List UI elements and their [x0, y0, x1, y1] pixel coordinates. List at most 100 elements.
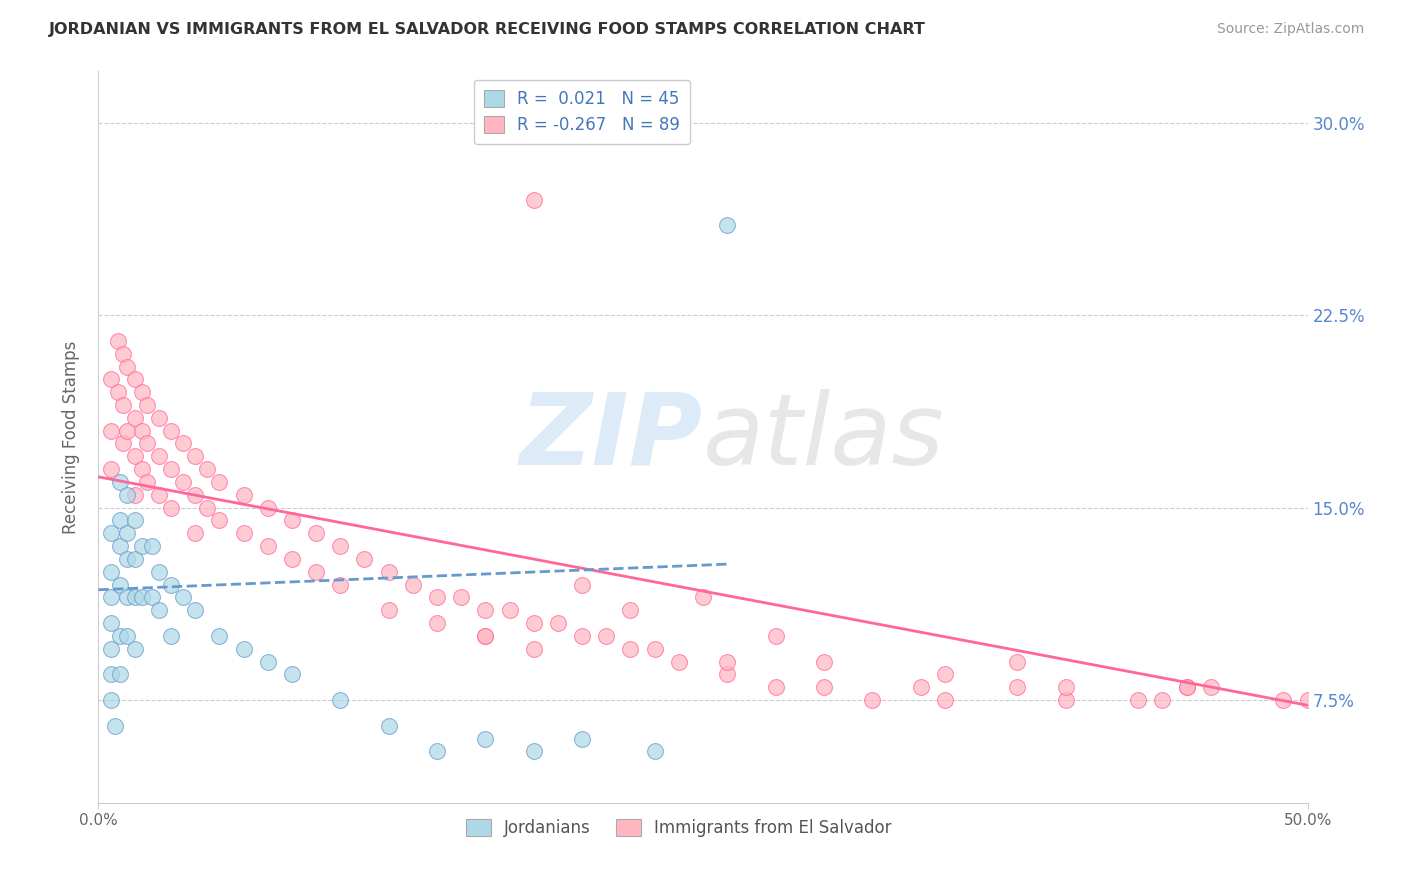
Point — [256, 539, 278, 553]
Point — [426, 591, 449, 605]
Point — [104, 719, 127, 733]
Point — [232, 641, 254, 656]
Point — [208, 629, 231, 643]
Point — [100, 693, 122, 707]
Text: JORDANIAN VS IMMIGRANTS FROM EL SALVADOR RECEIVING FOOD STAMPS CORRELATION CHART: JORDANIAN VS IMMIGRANTS FROM EL SALVADOR… — [49, 22, 927, 37]
Legend: Jordanians, Immigrants from El Salvador: Jordanians, Immigrants from El Salvador — [457, 811, 900, 846]
Point — [281, 514, 304, 528]
Point — [450, 591, 472, 605]
Point — [117, 629, 139, 643]
Point — [148, 565, 170, 579]
Point — [474, 731, 496, 746]
Point — [1199, 681, 1222, 695]
Point — [108, 475, 131, 489]
Point — [111, 436, 134, 450]
Point — [135, 398, 157, 412]
Point — [329, 539, 352, 553]
Point — [195, 500, 218, 515]
Point — [474, 603, 496, 617]
Point — [934, 693, 956, 707]
Point — [860, 693, 883, 707]
Point — [195, 462, 218, 476]
Point — [644, 744, 666, 758]
Point — [100, 667, 122, 681]
Point — [124, 450, 146, 464]
Point — [108, 577, 131, 591]
Point — [474, 629, 496, 643]
Point — [1054, 693, 1077, 707]
Point — [117, 359, 139, 374]
Point — [108, 539, 131, 553]
Point — [111, 398, 134, 412]
Point — [305, 526, 328, 541]
Point — [523, 193, 546, 207]
Point — [208, 475, 231, 489]
Text: atlas: atlas — [703, 389, 945, 485]
Point — [523, 744, 546, 758]
Point — [124, 591, 146, 605]
Point — [353, 552, 375, 566]
Point — [141, 539, 163, 553]
Point — [426, 616, 449, 631]
Point — [184, 603, 207, 617]
Point — [124, 372, 146, 386]
Point — [1296, 693, 1319, 707]
Point — [124, 488, 146, 502]
Point — [1128, 693, 1150, 707]
Point — [426, 744, 449, 758]
Point — [1175, 681, 1198, 695]
Point — [148, 450, 170, 464]
Point — [571, 577, 593, 591]
Point — [131, 539, 153, 553]
Point — [135, 475, 157, 489]
Point — [184, 488, 207, 502]
Point — [148, 603, 170, 617]
Point — [619, 603, 641, 617]
Point — [281, 667, 304, 681]
Point — [716, 667, 738, 681]
Point — [765, 629, 787, 643]
Point — [160, 424, 183, 438]
Point — [148, 488, 170, 502]
Point — [111, 346, 134, 360]
Point — [692, 591, 714, 605]
Point — [571, 731, 593, 746]
Point — [117, 424, 139, 438]
Point — [100, 462, 122, 476]
Point — [124, 641, 146, 656]
Point — [124, 514, 146, 528]
Point — [281, 552, 304, 566]
Point — [117, 591, 139, 605]
Point — [498, 603, 520, 617]
Point — [100, 372, 122, 386]
Point — [619, 641, 641, 656]
Point — [117, 552, 139, 566]
Point — [100, 591, 122, 605]
Point — [107, 334, 129, 348]
Point — [160, 500, 183, 515]
Point — [108, 629, 131, 643]
Point — [474, 629, 496, 643]
Point — [100, 526, 122, 541]
Point — [117, 526, 139, 541]
Point — [547, 616, 569, 631]
Point — [131, 424, 153, 438]
Point — [329, 693, 352, 707]
Point — [644, 641, 666, 656]
Point — [1007, 681, 1029, 695]
Y-axis label: Receiving Food Stamps: Receiving Food Stamps — [62, 341, 80, 533]
Text: Source: ZipAtlas.com: Source: ZipAtlas.com — [1216, 22, 1364, 37]
Point — [124, 410, 146, 425]
Point — [305, 565, 328, 579]
Point — [910, 681, 932, 695]
Point — [100, 641, 122, 656]
Point — [377, 719, 399, 733]
Point — [131, 385, 153, 400]
Point — [108, 514, 131, 528]
Text: ZIP: ZIP — [520, 389, 703, 485]
Point — [256, 655, 278, 669]
Point — [934, 667, 956, 681]
Point — [523, 641, 546, 656]
Point — [108, 667, 131, 681]
Point — [135, 436, 157, 450]
